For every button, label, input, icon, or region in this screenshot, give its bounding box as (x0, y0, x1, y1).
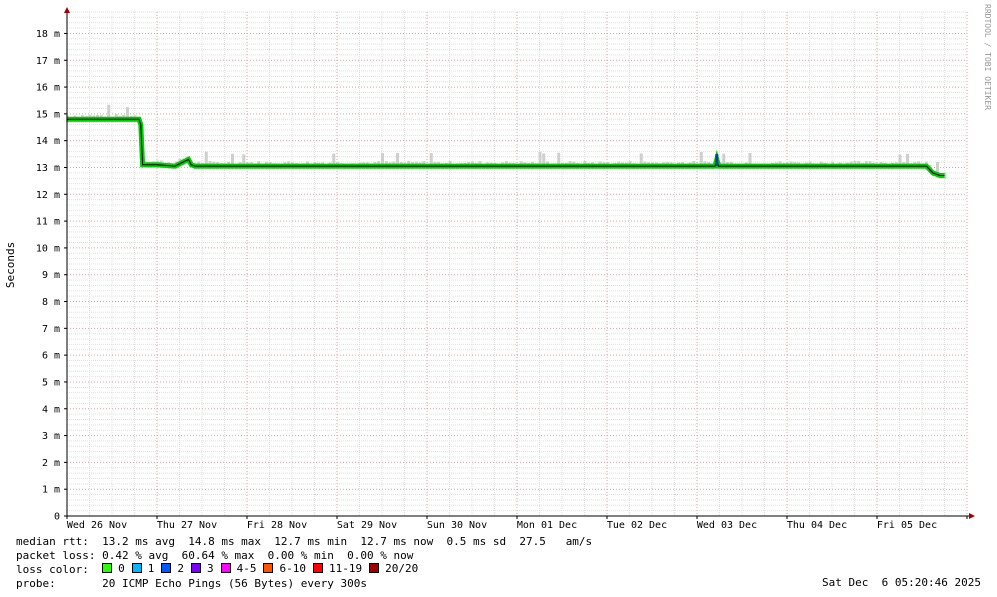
x-tick-label: Fri 28 Nov (247, 520, 307, 531)
loss-color-item: 3 (190, 561, 214, 575)
smoke-mark (943, 172, 947, 179)
smoke-mark (542, 153, 546, 170)
loss-color-swatch (263, 563, 274, 574)
smoke-mark (936, 161, 939, 178)
loss-color-label: 1 (147, 561, 155, 575)
smoke-mark (107, 104, 111, 123)
series-layer (67, 116, 945, 178)
series-median-rtt-line (67, 118, 945, 176)
graph-timestamp: Sat Dec 6 05:20:46 2025 (822, 576, 981, 589)
y-tick-label: 13 m (36, 163, 60, 174)
y-tick-label: 8 m (42, 297, 60, 308)
loss-color-swatch (161, 563, 172, 574)
y-tick-label: 12 m (36, 190, 60, 201)
probe-value: 20 ICMP Echo Pings (56 Bytes) every 300s (102, 576, 368, 590)
loss-color-item: 0 (102, 562, 125, 575)
loss-color-item: 1 (131, 561, 155, 575)
loss-color-swatch (312, 563, 323, 574)
loss-color-label: 20/20 (385, 561, 419, 575)
legend-probe: probe: 20 ICMP Echo Pings (56 Bytes) eve… (16, 576, 367, 590)
y-tick-label: 10 m (36, 243, 60, 254)
loss-color-item: 20/20 (369, 562, 418, 575)
y-tick-label: 7 m (42, 324, 60, 335)
legend-packet-loss: packet loss: 0.42 % avg 60.64 % max 0.00… (16, 548, 413, 562)
x-tick-labels: Wed 26 Nov Thu 27 Nov Fri 28 Nov Sat 29 Nov… (67, 520, 937, 531)
y-tick-label: 5 m (42, 377, 60, 388)
median-rtt-label: median rtt: (16, 534, 89, 548)
loss-color-item: 2 (161, 562, 184, 575)
loss-color-item: 11-19 (312, 561, 363, 575)
y-tick-label: 11 m (36, 217, 60, 228)
x-tick-label: Tue 02 Dec (607, 520, 667, 531)
loss-color-swatch (102, 563, 113, 574)
x-tick-label: Wed 03 Dec (697, 520, 757, 531)
x-tick-label: Sat 29 Nov (337, 520, 397, 531)
packet-loss-values: 0.42 % avg 60.64 % max 0.00 % min 0.00 %… (102, 548, 414, 562)
y-axis-arrow (64, 7, 70, 13)
probe-label: probe: (16, 576, 56, 590)
loss-color-item: 6-10 (263, 562, 306, 575)
loss-color-swatch (131, 563, 142, 574)
latency-chart: 0 1 m 2 m 3 m 4 m 5 m 6 m 7 m 8 m 9 m 10 m 11 m 12 m… (4, 4, 992, 531)
smoke-mark (557, 152, 561, 170)
loss-color-swatch (220, 563, 231, 574)
loss-color-label: 6-10 (279, 561, 306, 575)
chart-grid (66, 11, 968, 516)
y-tick-labels: 0 1 m 2 m 3 m 4 m 5 m 6 m 7 m 8 m 9 m 10 m 11 m 12 m… (36, 29, 60, 523)
smoke-mark (898, 154, 902, 170)
loss-color-item: 4-5 (220, 561, 257, 575)
smoke-mark (231, 153, 234, 170)
smoke-mark (242, 154, 246, 170)
loss-spike-mark (715, 154, 719, 167)
smoke-mark (381, 153, 384, 170)
loss-color-label: 4-5 (236, 561, 257, 575)
x-tick-label: Thu 27 Nov (157, 520, 217, 531)
y-tick-label: 14 m (36, 136, 60, 147)
smoke-mark (639, 153, 643, 170)
smoke-mark (722, 153, 726, 170)
loss-color-label: loss color: (16, 562, 89, 576)
median-rtt-values: 13.2 ms avg 14.8 ms max 12.7 ms min 12.7… (102, 534, 593, 548)
x-tick-label: Sun 30 Nov (427, 520, 487, 531)
y-tick-label: 2 m (42, 458, 60, 469)
y-tick-label: 18 m (36, 29, 60, 40)
smoke-mark (204, 151, 208, 170)
smoke-mark (748, 152, 752, 170)
y-tick-label: 1 m (42, 485, 60, 496)
loss-color-swatch (369, 563, 380, 574)
smoke-mark (332, 153, 336, 170)
y-tick-label: 0 (54, 512, 60, 523)
loss-color-label: 3 (206, 561, 214, 575)
legend-median-rtt: median rtt: 13.2 ms avg 14.8 ms max 12.7… (16, 534, 592, 548)
series-median-rtt-band (67, 116, 945, 178)
smoke-mark (538, 151, 542, 170)
loss-color-label: 2 (177, 561, 184, 575)
loss-color-label: 0 (118, 561, 125, 575)
smoke-mark (699, 151, 703, 170)
x-tick-label: Thu 04 Dec (787, 520, 847, 531)
x-tick-label: Fri 05 Dec (877, 520, 937, 531)
y-tick-label: 15 m (36, 109, 60, 120)
x-tick-label: Mon 01 Dec (517, 520, 577, 531)
y-tick-label: 3 m (42, 431, 60, 442)
smoke-mark (429, 153, 433, 170)
x-tick-label: Wed 26 Nov (67, 520, 127, 531)
loss-color-label: 11-19 (328, 561, 363, 575)
x-axis-arrow (969, 513, 975, 519)
packet-loss-label: packet loss: (16, 548, 96, 562)
loss-color-swatch (190, 563, 201, 574)
y-axis-label: Seconds (4, 242, 17, 288)
loss-color-items: 0 1 2 3 4-5 6-10 11-19 20/20 (102, 562, 425, 577)
y-tick-label: 16 m (36, 83, 60, 94)
smoke-mark (396, 152, 399, 170)
smoke-mark (906, 153, 909, 170)
y-tick-label: 17 m (36, 56, 60, 67)
y-tick-label: 6 m (42, 351, 60, 362)
smoke-mark (126, 107, 129, 123)
legend-loss-color: loss color: 0 1 2 3 4-5 6-10 11-19 20/20 (16, 562, 425, 576)
rrdtool-credit: RRDTOOL / TOBI OETIKER (983, 4, 992, 110)
chart-axes (64, 7, 975, 519)
y-tick-label: 9 m (42, 270, 60, 281)
y-tick-label: 4 m (42, 404, 60, 415)
